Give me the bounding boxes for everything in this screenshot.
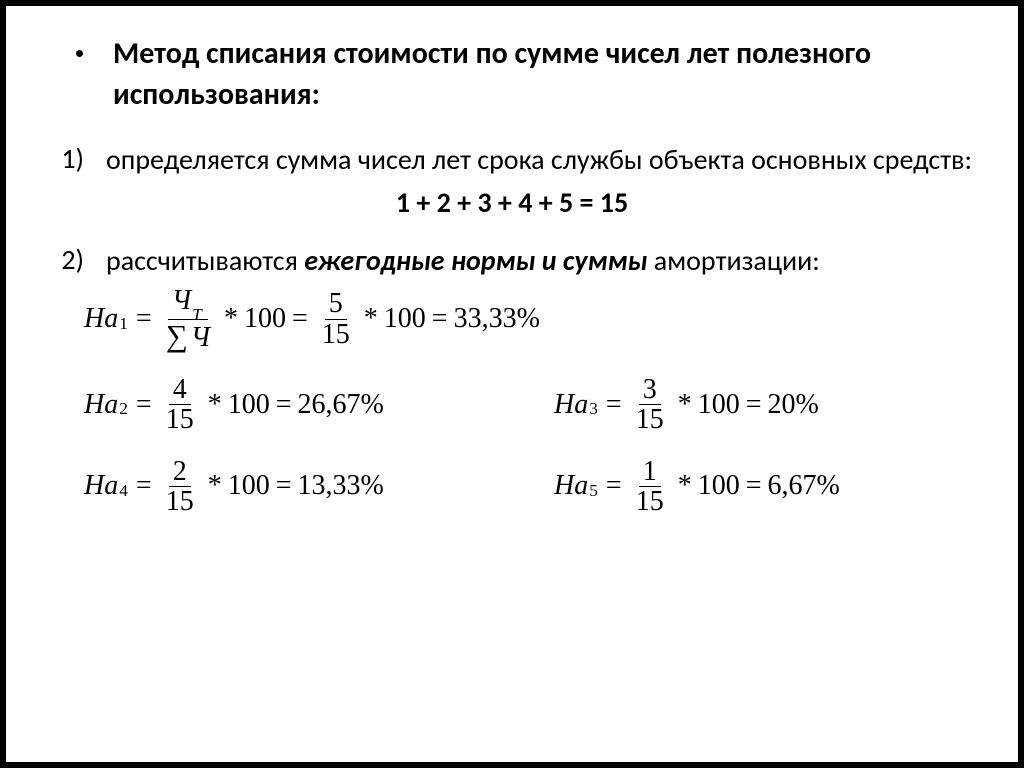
mul: * xyxy=(218,303,244,335)
f5-result: 6,67% xyxy=(768,470,840,502)
slide-title: Метод списания стоимости по сумме чисел … xyxy=(113,34,984,115)
f5-top: 1 xyxy=(639,457,661,487)
f3-bot: 15 xyxy=(632,405,668,434)
sigma-icon: ∑ xyxy=(166,319,191,353)
f3-top: 3 xyxy=(639,375,661,405)
formula-2: На2 = 4 15 *100 = 26,67% xyxy=(84,375,554,435)
f5-frac: 1 15 xyxy=(632,457,668,517)
f1-frac-sym: ЧТ ∑Ч xyxy=(162,286,214,353)
point-1: 1) определяется сумма чисел лет срока сл… xyxy=(40,141,984,179)
point-2-post: амортизации: xyxy=(647,243,819,278)
mul: * xyxy=(202,470,228,502)
formula-5: На5 = 1 15 *100 = 6,67% xyxy=(554,457,984,517)
f1-top: Ч xyxy=(172,285,191,316)
var: На xyxy=(554,389,588,421)
point-1-text: определяется сумма чисел лет срока служб… xyxy=(106,141,972,179)
f4-top: 2 xyxy=(169,457,191,487)
formula-row-4-5: На4 = 2 15 *100 = 13,33% На5 = 1 xyxy=(84,457,984,517)
slide: Метод списания стоимости по сумме чисел … xyxy=(6,6,1018,762)
sum-equation: 1 + 2 + 3 + 4 + 5 = 15 xyxy=(40,185,984,220)
point-2-emph: ежегодные нормы и суммы xyxy=(304,243,647,278)
var: На xyxy=(84,389,118,421)
point-2-pre: рассчитываются xyxy=(106,243,304,278)
f5-sub: 5 xyxy=(589,481,598,501)
formula-3: На3 = 3 15 *100 = 20% xyxy=(554,375,984,435)
eq: = xyxy=(130,389,158,421)
var: На xyxy=(554,470,588,502)
point-2-text: рассчитываются ежегодные нормы и суммы а… xyxy=(106,242,820,280)
eq: = xyxy=(270,389,298,421)
f1-result: 33,33% xyxy=(454,303,540,335)
formula-4: На4 = 2 15 *100 = 13,33% xyxy=(84,457,554,517)
var: На xyxy=(84,303,118,335)
hundred: 100 xyxy=(228,389,270,421)
f2-frac: 4 15 xyxy=(162,375,198,435)
f1-n-top: 5 xyxy=(325,289,347,319)
mul: * xyxy=(672,470,698,502)
mul: * xyxy=(672,389,698,421)
hundred: 100 xyxy=(228,470,270,502)
formula-1: На1 = ЧТ ∑Ч *100 = 5 15 *100 = 33,33% xyxy=(84,286,984,353)
eq: = xyxy=(130,470,158,502)
f3-sub: 3 xyxy=(589,399,598,419)
f2-sub: 2 xyxy=(119,399,128,419)
mul: * xyxy=(202,389,228,421)
f4-frac: 2 15 xyxy=(162,457,198,517)
eq: = xyxy=(286,303,314,335)
f1-bot: Ч xyxy=(191,322,210,353)
f2-result: 26,67% xyxy=(298,389,384,421)
f2-bot: 15 xyxy=(162,405,198,434)
point-2-number: 2) xyxy=(40,242,106,277)
f5-bot: 15 xyxy=(632,487,668,516)
f1-top-sub: Т xyxy=(192,305,202,324)
var: На xyxy=(84,470,118,502)
eq: = xyxy=(600,389,628,421)
hundred: 100 xyxy=(384,303,426,335)
formula-area: На1 = ЧТ ∑Ч *100 = 5 15 *100 = 33,33% xyxy=(40,286,984,517)
title-block: Метод списания стоимости по сумме чисел … xyxy=(76,34,984,115)
hundred: 100 xyxy=(698,470,740,502)
f2-top: 4 xyxy=(169,375,191,405)
f3-result: 20% xyxy=(768,389,819,421)
f4-bot: 15 xyxy=(162,487,198,516)
f1-frac-num: 5 15 xyxy=(318,289,354,349)
f4-sub: 4 xyxy=(119,481,128,501)
hundred: 100 xyxy=(698,389,740,421)
point-1-number: 1) xyxy=(40,141,106,176)
eq: = xyxy=(426,303,454,335)
eq: = xyxy=(600,470,628,502)
eq: = xyxy=(270,470,298,502)
f1-n-bot: 15 xyxy=(318,320,354,349)
f1-sub: 1 xyxy=(119,314,128,334)
bullet-dot-icon xyxy=(76,50,83,57)
eq: = xyxy=(740,470,768,502)
mul: * xyxy=(358,303,384,335)
point-2: 2) рассчитываются ежегодные нормы и сумм… xyxy=(40,242,984,280)
eq: = xyxy=(130,303,158,335)
formula-row-2-3: На2 = 4 15 *100 = 26,67% На3 = 3 xyxy=(84,375,984,435)
f3-frac: 3 15 xyxy=(632,375,668,435)
f4-result: 13,33% xyxy=(298,470,384,502)
hundred: 100 xyxy=(244,303,286,335)
eq: = xyxy=(740,389,768,421)
